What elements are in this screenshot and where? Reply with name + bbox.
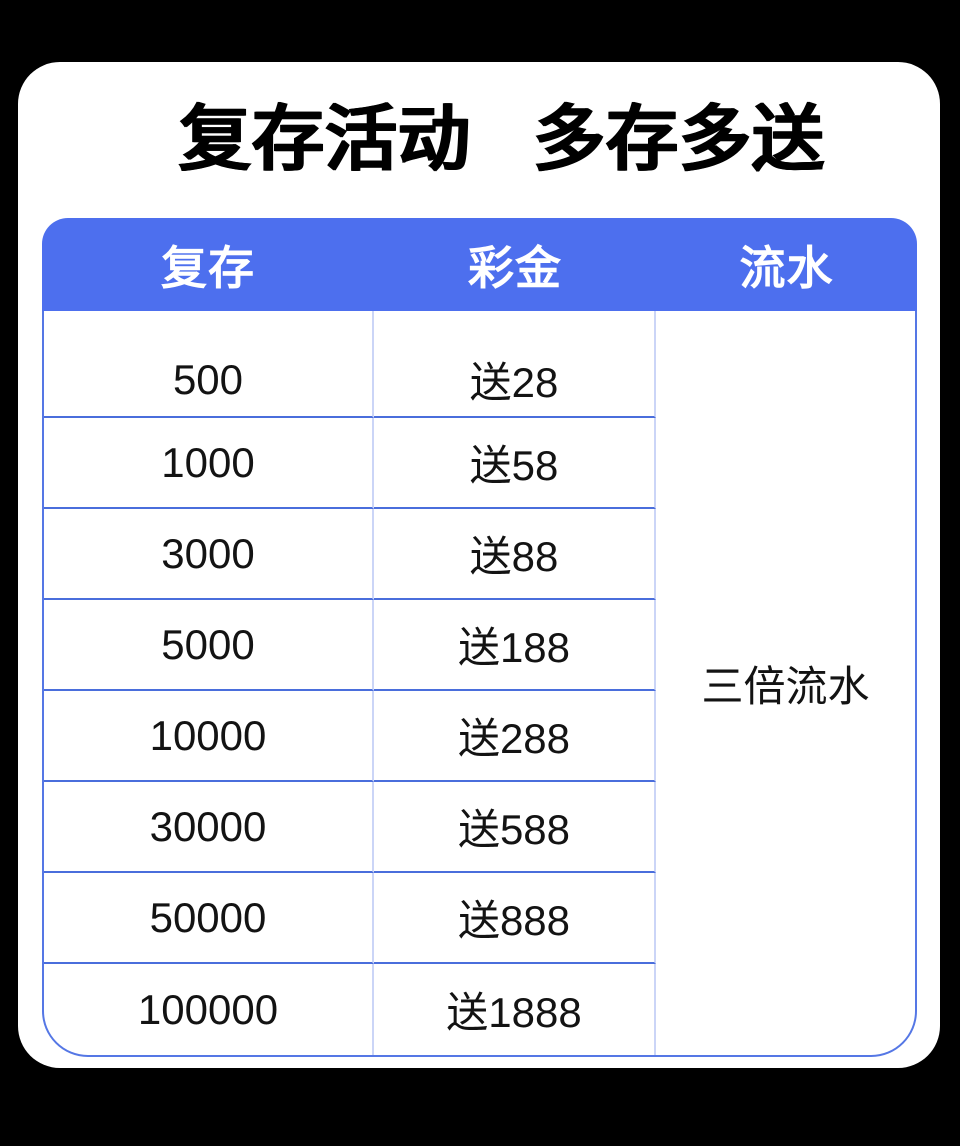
- deposit-cell: 10000: [44, 691, 374, 782]
- bonus-cell: 送88: [374, 509, 656, 600]
- header-cell-deposit: 复存: [161, 241, 255, 294]
- table-body: 三倍流水 500 送28 1000 送58 3000 送88 5000 送188…: [42, 311, 917, 1057]
- deposit-cell: 500: [44, 311, 374, 418]
- bonus-cell: 送28: [374, 311, 656, 418]
- header-cell-bonus: 彩金: [468, 241, 562, 294]
- bonus-cell: 送58: [374, 418, 656, 509]
- deposit-cell: 100000: [44, 964, 374, 1055]
- deposit-cell: 3000: [44, 509, 374, 600]
- bonus-cell: 送588: [374, 782, 656, 873]
- header-cell-turnover: 流水: [739, 241, 834, 294]
- turnover-merged-cell: 三倍流水: [701, 662, 870, 710]
- deposit-bonus-table: 复存 彩金 流水 三倍流水 500 送28 1000 送58 3000 送88 …: [42, 218, 917, 1057]
- promo-title-right: 多存多送: [533, 100, 826, 180]
- deposit-cell: 30000: [44, 782, 374, 873]
- bonus-cell: 送888: [374, 873, 656, 964]
- deposit-cell: 50000: [44, 873, 374, 964]
- table-header-row: 复存 彩金 流水: [42, 218, 917, 311]
- promo-card: 复存活动 多存多送 复存 彩金 流水 三倍流水 500 送28 1000 送58…: [18, 62, 940, 1068]
- bonus-cell: 送188: [374, 600, 656, 691]
- promo-title-left: 复存活动: [178, 100, 471, 180]
- deposit-cell: 1000: [44, 418, 374, 509]
- bonus-cell: 送288: [374, 691, 656, 782]
- promo-title: 复存活动 多存多送: [41, 104, 960, 176]
- bonus-cell: 送1888: [374, 964, 656, 1055]
- deposit-cell: 5000: [44, 600, 374, 691]
